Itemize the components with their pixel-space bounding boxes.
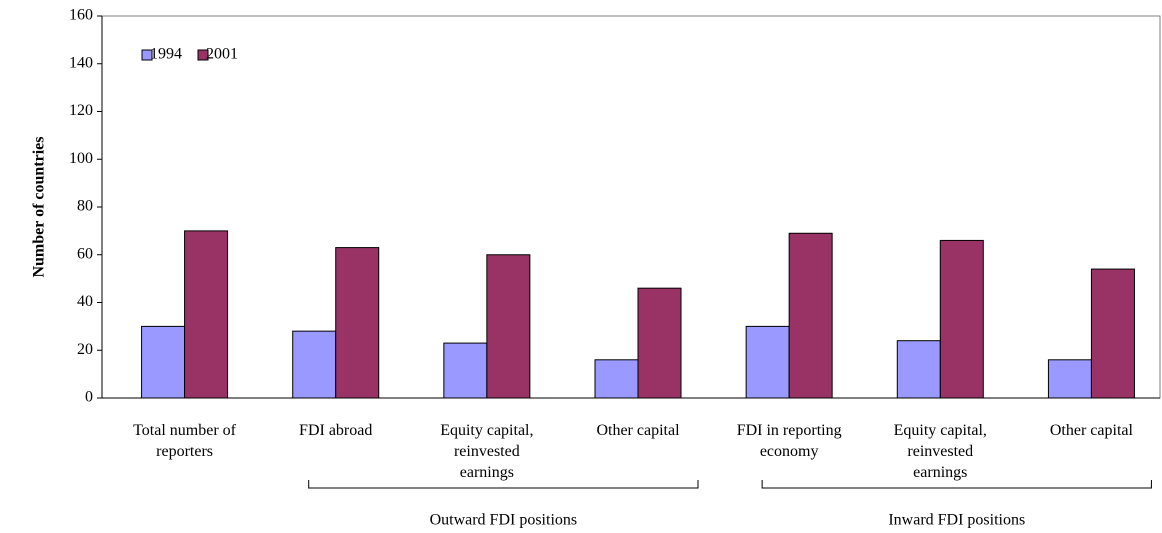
x-tick-label: Equity capital, reinvested earnings — [440, 422, 533, 481]
y-tick-label: 160 — [69, 7, 93, 24]
y-tick-label: 60 — [77, 245, 93, 262]
bar — [184, 230, 229, 399]
y-tick-label: 0 — [85, 389, 93, 406]
bar — [1090, 268, 1135, 399]
bar — [1047, 359, 1092, 399]
y-tick-label: 120 — [69, 102, 93, 119]
x-tick-label: FDI in reporting economy — [737, 422, 842, 460]
bar — [292, 330, 337, 399]
bar — [788, 232, 833, 399]
legend-swatch — [141, 49, 153, 61]
y-tick-label: 140 — [69, 54, 93, 71]
bar — [896, 340, 941, 399]
bar — [637, 287, 682, 399]
legend-label: 2001 — [206, 46, 238, 63]
y-axis-label: Number of countries — [31, 136, 48, 277]
y-tick-label: 100 — [69, 150, 93, 167]
y-tick-label: 20 — [77, 341, 93, 358]
bar — [486, 254, 531, 399]
group-label: Outward FDI positions — [430, 512, 578, 529]
bar — [443, 342, 488, 399]
x-tick-label: Other capital — [596, 422, 680, 439]
bar — [745, 325, 790, 399]
bar — [335, 247, 380, 399]
y-tick-label: 80 — [77, 198, 93, 215]
group-bracket — [308, 480, 699, 489]
group-bracket — [761, 480, 1152, 489]
x-tick-label: Equity capital, reinvested earnings — [894, 422, 987, 481]
bar — [939, 239, 984, 399]
group-label: Inward FDI positions — [888, 512, 1025, 529]
x-tick-label: FDI abroad — [299, 422, 372, 439]
y-tick-label: 40 — [77, 293, 93, 310]
legend-label: 1994 — [150, 46, 182, 63]
bar — [141, 325, 186, 399]
x-tick-label: Other capital — [1050, 422, 1134, 439]
legend-swatch — [197, 49, 209, 61]
plot-area — [101, 15, 1161, 399]
x-tick-label: Total number of reporters — [133, 422, 237, 460]
bar — [594, 359, 639, 399]
